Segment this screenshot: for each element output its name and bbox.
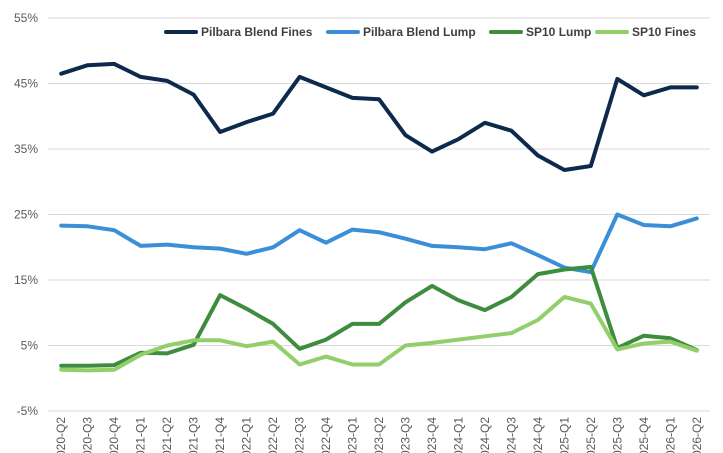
x-tick-label: 2024-Q3: [504, 417, 518, 453]
x-tick-label: 2022-Q2: [266, 417, 280, 453]
x-tick-label: 2023-Q1: [346, 417, 360, 453]
x-tick-label: 2023-Q3: [398, 417, 412, 453]
x-tick-label: 2026-Q1: [663, 417, 677, 453]
y-tick-label: 35%: [14, 142, 38, 156]
x-tick-label: 2024-Q2: [478, 417, 492, 453]
x-tick-label: 2020-Q4: [107, 417, 121, 453]
series-line-2: [59, 264, 699, 368]
x-tick-label: 2024-Q1: [451, 417, 465, 453]
x-tick-label: 2025-Q2: [584, 417, 598, 453]
x-tick-label: 2025-Q4: [637, 417, 651, 453]
x-tick-label: 2020-Q2: [54, 417, 68, 453]
x-tick-label: 2022-Q1: [240, 417, 254, 453]
legend-item: SP10 Lump: [489, 25, 591, 39]
x-tick-label: 2024-Q4: [531, 417, 545, 453]
x-tick-label: 2021-Q2: [160, 417, 174, 453]
y-tick-label: 15%: [14, 273, 38, 287]
legend-label: Pilbara Blend Lump: [363, 25, 476, 39]
series-line-3: [59, 295, 699, 373]
x-tick-label: 2022-Q4: [319, 417, 333, 453]
grid: [48, 17, 710, 412]
y-axis: -5% 5% 15% 25% 35% 45% 55%: [14, 11, 38, 418]
y-tick-label: 55%: [14, 11, 38, 25]
x-axis: 2020-Q2 2020-Q3 2020-Q4 2021-Q1 2021-Q2 2021-…: [54, 417, 704, 453]
y-tick-label: 5%: [21, 339, 39, 353]
legend-label: SP10 Fines: [632, 25, 696, 39]
series-line-0: [59, 61, 699, 172]
x-tick-label: 2021-Q1: [134, 417, 148, 453]
x-tick-label: 2020-Q3: [81, 417, 95, 453]
y-tick-label: 25%: [14, 208, 38, 222]
x-tick-label: 2023-Q4: [425, 417, 439, 453]
x-tick-label: 2025-Q1: [557, 417, 571, 453]
legend-item: SP10 Fines: [595, 25, 696, 39]
series-lines: [59, 61, 699, 373]
legend-label: Pilbara Blend Fines: [201, 25, 313, 39]
x-tick-label: 2022-Q3: [293, 417, 307, 453]
y-tick-label: -5%: [17, 404, 39, 418]
legend: Pilbara Blend Fines Pilbara Blend Lump SP1…: [164, 25, 696, 39]
legend-item: Pilbara Blend Fines: [164, 25, 313, 39]
x-tick-label: 2025-Q3: [610, 417, 624, 453]
x-tick-label: 2021-Q3: [187, 417, 201, 453]
legend-label: SP10 Lump: [526, 25, 591, 39]
x-tick-label: 2021-Q4: [213, 417, 227, 453]
x-tick-label: 2023-Q2: [372, 417, 386, 453]
x-tick-label: 2026-Q2: [690, 417, 704, 453]
y-tick-label: 45%: [14, 77, 38, 91]
series-line-1: [59, 212, 699, 275]
legend-item: Pilbara Blend Lump: [326, 25, 476, 39]
